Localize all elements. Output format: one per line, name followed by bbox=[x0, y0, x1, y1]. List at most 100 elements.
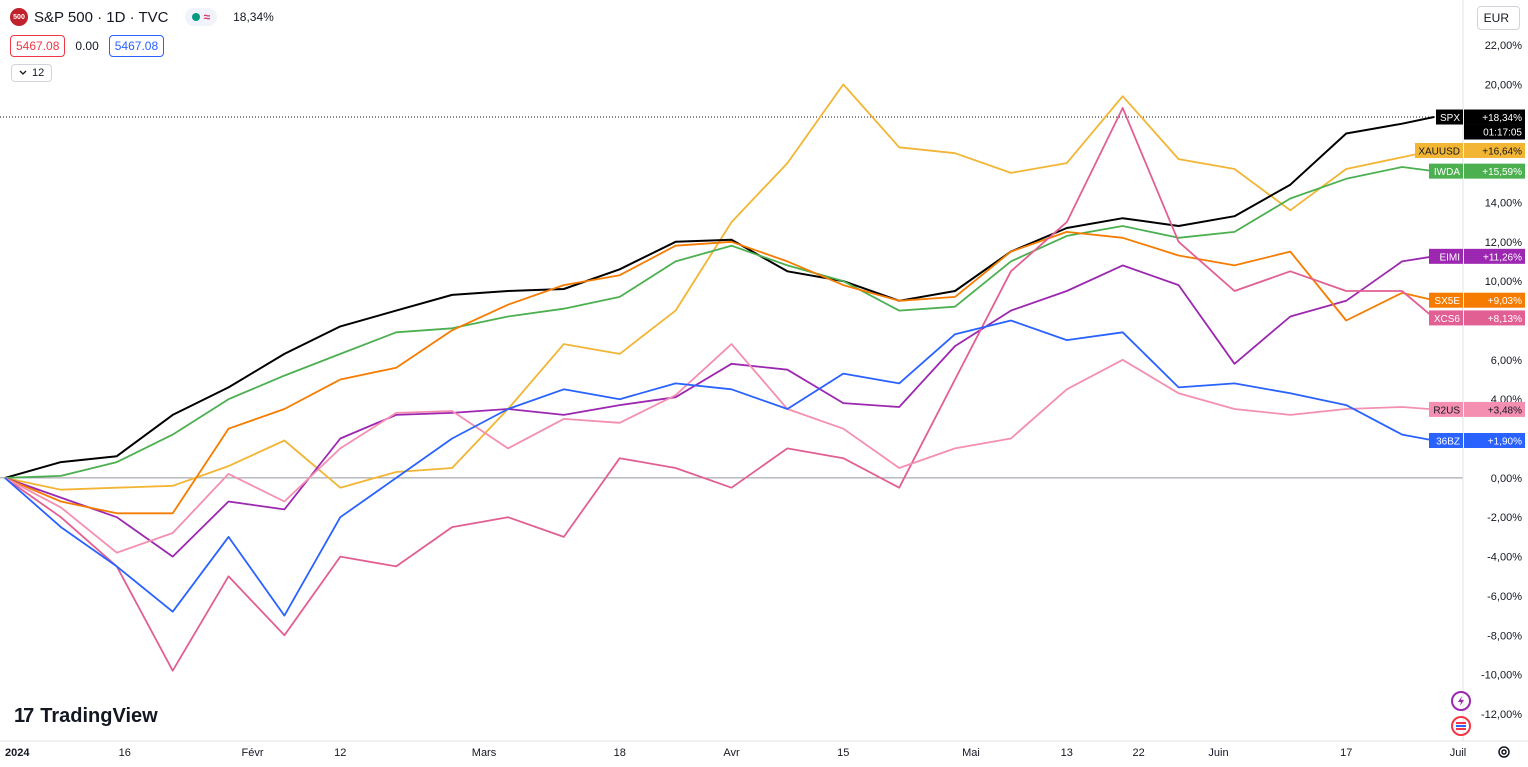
series-name-tag bbox=[1429, 401, 1463, 417]
x-tick-label: Mai bbox=[962, 747, 980, 759]
change-percent: 18,34% bbox=[233, 10, 274, 24]
market-open-icon bbox=[191, 13, 200, 21]
series-line-spx[interactable] bbox=[4, 116, 1435, 479]
y-tick-label: -4,00% bbox=[1487, 552, 1522, 564]
series-tag-sx5e: SX5E +9,03% bbox=[1429, 292, 1525, 308]
series-labels: XAUUSD +16,64% SPX +18,34% 01:17:05 IWDA +15,5… bbox=[1415, 109, 1525, 448]
spread-value: 0.00 bbox=[75, 39, 99, 53]
y-tick-label: 12,00% bbox=[1485, 237, 1523, 249]
tradingview-logo[interactable]: 17 TradingView bbox=[14, 705, 158, 728]
series-name: XAUUSD bbox=[1418, 146, 1460, 157]
series-name: IWDA bbox=[1434, 167, 1460, 178]
series-line-r2us[interactable] bbox=[4, 343, 1435, 554]
series-tag-r2us: R2US +3,48% bbox=[1429, 401, 1525, 417]
series-tag-spx: SPX +18,34% 01:17:05 bbox=[1436, 109, 1525, 140]
series-name-tag bbox=[1429, 163, 1463, 179]
x-tick-label: 12 bbox=[334, 747, 346, 759]
data-delay-icon: ≈ bbox=[203, 10, 211, 24]
y-tick-label: -12,00% bbox=[1481, 709, 1522, 721]
series-value: +16,64% bbox=[1482, 146, 1522, 157]
series-line-36bz[interactable] bbox=[4, 319, 1435, 617]
series-name: SX5E bbox=[1434, 296, 1460, 307]
y-tick-label: 0,00% bbox=[1491, 473, 1522, 485]
y-tick-label: -8,00% bbox=[1487, 630, 1522, 642]
series-name: SPX bbox=[1440, 113, 1460, 124]
x-tick-label: Mars bbox=[472, 747, 497, 759]
y-tick-label: -2,00% bbox=[1487, 512, 1522, 524]
series-value-tag bbox=[1464, 142, 1525, 158]
buy-price[interactable]: 5467.08 bbox=[108, 35, 165, 57]
logo-text: TradingView bbox=[40, 705, 158, 727]
y-tick-label: 14,00% bbox=[1485, 197, 1523, 209]
series-value: +18,34% bbox=[1482, 113, 1522, 124]
y-tick-label: -6,00% bbox=[1487, 591, 1522, 603]
series-name-tag bbox=[1429, 310, 1463, 326]
currency-label: EUR bbox=[1483, 11, 1509, 25]
symbol-logo: 500 bbox=[10, 8, 28, 26]
x-tick-label: 16 bbox=[119, 747, 131, 759]
series-name-tag bbox=[1429, 248, 1463, 264]
series-value: +15,59% bbox=[1482, 167, 1522, 178]
y-tick-label: 20,00% bbox=[1485, 79, 1523, 91]
series-tag-xauusd: XAUUSD +16,64% bbox=[1415, 142, 1525, 158]
series-line-sx5e[interactable] bbox=[4, 231, 1435, 515]
countdown-value: 01:17:05 bbox=[1483, 128, 1522, 139]
series-line-iwda[interactable] bbox=[4, 166, 1435, 479]
x-tick-label: 13 bbox=[1061, 747, 1073, 759]
plot-area[interactable] bbox=[0, 83, 1463, 672]
series-value-tag bbox=[1464, 248, 1525, 264]
series-value: +1,90% bbox=[1488, 436, 1522, 447]
series-value-tag bbox=[1464, 109, 1525, 125]
y-tick-label: -10,00% bbox=[1481, 670, 1522, 682]
lightning-icon[interactable] bbox=[1451, 691, 1471, 711]
series-value-tag bbox=[1464, 163, 1525, 179]
indicator-count: 12 bbox=[32, 67, 45, 79]
tradingview-mark-icon: 17 bbox=[14, 705, 34, 727]
price-row: 5467.08 0.00 5467.08 bbox=[10, 35, 165, 57]
time-axis[interactable]: 2024 16 Févr 12 Mars 18 Avr 15 Mai 13 22 Juin 17 Juil bbox=[0, 740, 1528, 759]
series-name: 36BZ bbox=[1436, 436, 1460, 447]
y-tick-label: 10,00% bbox=[1485, 276, 1523, 288]
currency-selector[interactable]: EUR bbox=[1476, 6, 1520, 30]
x-tick-label: 22 bbox=[1133, 747, 1145, 759]
series-line-xcs6[interactable] bbox=[4, 107, 1435, 672]
series-tag-xcs6: XCS6 +8,13% bbox=[1429, 310, 1525, 326]
x-tick-label: Févr bbox=[241, 747, 263, 759]
series-name: EIMI bbox=[1439, 252, 1460, 263]
series-line-eimi[interactable] bbox=[4, 255, 1435, 558]
sell-price[interactable]: 5467.08 bbox=[10, 35, 66, 57]
series-name-tag bbox=[1415, 142, 1463, 158]
series-value: +8,13% bbox=[1488, 314, 1522, 325]
y-tick-label: 22,00% bbox=[1485, 40, 1523, 52]
series-value-tag bbox=[1464, 401, 1525, 417]
flag-icon[interactable] bbox=[1451, 716, 1471, 736]
gear-icon[interactable] bbox=[1496, 744, 1512, 765]
x-tick-label: Juin bbox=[1208, 747, 1228, 759]
series-value: +9,03% bbox=[1488, 296, 1522, 307]
series-value-tag bbox=[1464, 432, 1525, 448]
series-name-tag bbox=[1436, 109, 1463, 125]
x-tick-label: 15 bbox=[837, 747, 849, 759]
series-name-tag bbox=[1429, 292, 1463, 308]
series-value: +3,48% bbox=[1488, 405, 1522, 416]
x-tick-label: 2024 bbox=[5, 747, 30, 759]
series-name-tag bbox=[1429, 432, 1463, 448]
indicators-toggle[interactable]: 12 bbox=[11, 64, 53, 82]
x-tick-label: 17 bbox=[1340, 747, 1352, 759]
x-tick-label: Juil bbox=[1450, 747, 1467, 759]
series-tag-eimi: EIMI +11,26% bbox=[1429, 248, 1525, 264]
chevron-down-icon bbox=[19, 67, 27, 79]
x-tick-label: 18 bbox=[614, 747, 626, 759]
series-tag-36bz: 36BZ +1,90% bbox=[1429, 432, 1525, 448]
series-name: R2US bbox=[1433, 405, 1460, 416]
market-status[interactable]: ≈ bbox=[184, 8, 218, 26]
series-line-xauusd[interactable] bbox=[4, 83, 1435, 491]
series-tag-iwda: IWDA +15,59% bbox=[1429, 163, 1525, 179]
series-name: XCS6 bbox=[1434, 314, 1461, 325]
x-tick-label: Avr bbox=[723, 747, 740, 759]
series-value: +11,26% bbox=[1483, 252, 1522, 263]
countdown-tag bbox=[1464, 124, 1525, 140]
symbol-title[interactable]: S&P 500 · 1D · TVC bbox=[34, 8, 169, 26]
series-value-tag bbox=[1464, 310, 1525, 326]
